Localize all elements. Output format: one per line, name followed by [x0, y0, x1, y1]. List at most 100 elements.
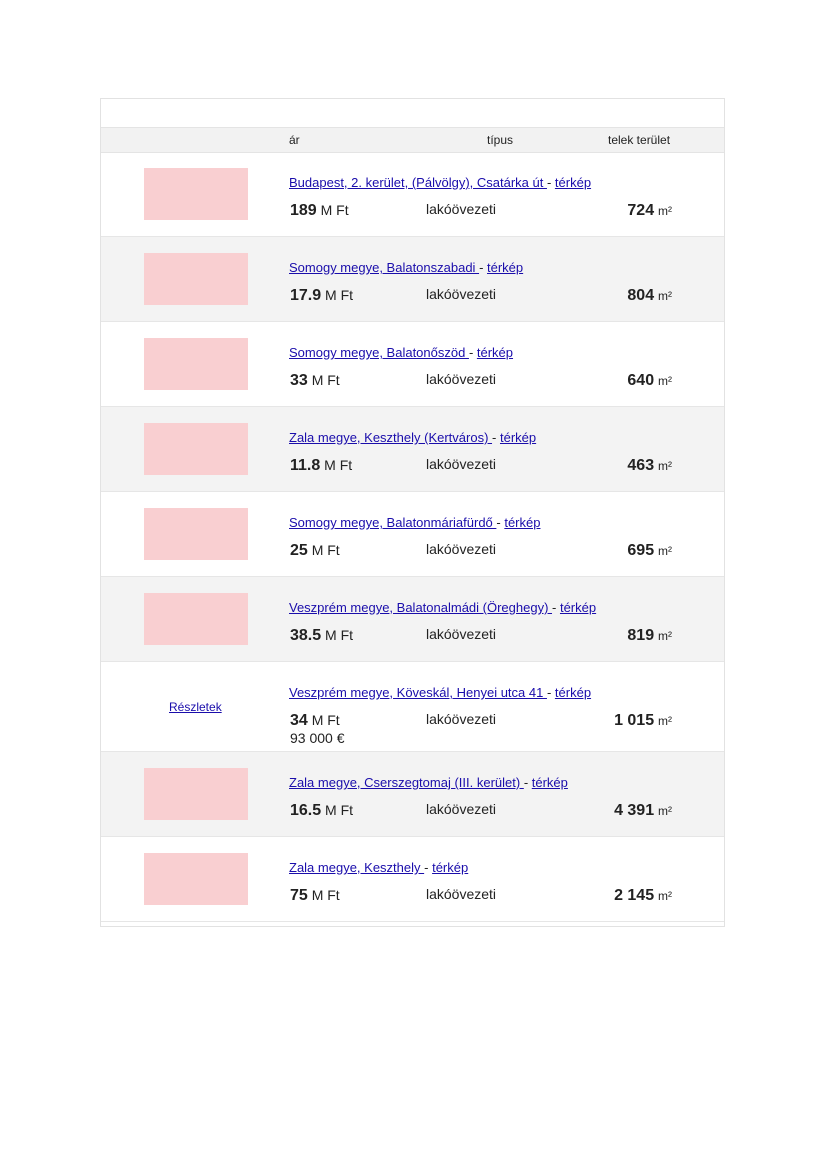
listing-area: 640 m² [627, 372, 672, 390]
details-link[interactable]: Részletek [169, 700, 222, 714]
price-unit: M Ft [311, 712, 340, 728]
header-type: típus [487, 133, 514, 147]
listing-type: lakóövezeti [426, 711, 497, 727]
area-unit: m² [658, 459, 672, 473]
listing-address: Zala megye, Cserszegtomaj (III. kerület)… [289, 775, 568, 790]
listing-price: 33 M Ft [290, 372, 340, 390]
area-unit: m² [658, 714, 672, 728]
price-unit: M Ft [311, 372, 340, 388]
price-value: 17.9 [290, 287, 322, 304]
address-link[interactable]: Zala megye, Cserszegtomaj (III. kerület) [289, 775, 524, 790]
listing-thumbnail[interactable] [144, 168, 248, 220]
table-row: Veszprém megye, Balatonalmádi (Öreghegy)… [101, 577, 724, 662]
area-value: 463 [627, 457, 655, 474]
listing-type: lakóövezeti [426, 286, 497, 302]
address-link[interactable]: Somogy megye, Balatonszabadi [289, 260, 480, 275]
area-unit: m² [658, 204, 672, 218]
price-value: 34 [290, 712, 308, 729]
listing-address: Somogy megye, Balatonőszöd - térkép [289, 345, 514, 360]
map-link[interactable]: térkép [554, 175, 592, 190]
listing-thumbnail[interactable] [144, 508, 248, 560]
listing-thumbnail[interactable] [144, 338, 248, 390]
table-row: Somogy megye, Balatonőszöd - térkép 33 M … [101, 322, 724, 407]
listing-price: 25 M Ft [290, 542, 340, 560]
price-unit: M Ft [320, 202, 349, 218]
listing-price: 16.5 M Ft [290, 802, 353, 820]
area-value: 4 391 [614, 802, 655, 819]
listing-address: Somogy megye, Balatonmáriafürdő - térkép [289, 515, 541, 530]
price-value: 16.5 [290, 802, 322, 819]
price-value: 38.5 [290, 627, 322, 644]
listing-address: Zala megye, Keszthely - térkép [289, 860, 469, 875]
map-link[interactable]: térkép [504, 515, 541, 530]
listing-thumbnail[interactable] [144, 853, 248, 905]
listing-price: 34 M Ft 93 000 € [290, 712, 345, 746]
listing-area: 2 145 m² [614, 887, 672, 905]
address-link[interactable]: Veszprém megye, Köveskál, Henyei utca 41 [289, 685, 547, 700]
listing-thumbnail[interactable] [144, 593, 248, 645]
map-link[interactable]: térkép [559, 600, 597, 615]
listing-area: 819 m² [627, 627, 672, 645]
listing-price: 189 M Ft [290, 202, 349, 220]
listing-type: lakóövezeti [426, 456, 497, 472]
address-link[interactable]: Somogy megye, Balatonőszöd [289, 345, 469, 360]
price-unit: M Ft [311, 542, 340, 558]
listing-type: lakóövezeti [426, 626, 497, 642]
area-value: 1 015 [614, 712, 655, 729]
map-link[interactable]: térkép [554, 685, 592, 700]
area-value: 724 [627, 202, 655, 219]
listing-thumbnail[interactable] [144, 423, 248, 475]
listing-address: Zala megye, Keszthely (Kertváros) - térk… [289, 430, 537, 445]
listing-type: lakóövezeti [426, 801, 497, 817]
map-link[interactable]: térkép [531, 775, 568, 790]
table-row: Zala megye, Cserszegtomaj (III. kerület)… [101, 752, 724, 837]
listing-type: lakóövezeti [426, 886, 497, 902]
address-link[interactable]: Somogy megye, Balatonmáriafürdő [289, 515, 497, 530]
area-value: 804 [627, 287, 655, 304]
area-value: 819 [627, 627, 655, 644]
listing-thumbnail[interactable] [144, 768, 248, 820]
listing-price: 17.9 M Ft [290, 287, 353, 305]
area-unit: m² [658, 544, 672, 558]
price-value: 189 [290, 202, 317, 219]
address-link[interactable]: Budapest, 2. kerület, (Pálvölgy), Csatár… [289, 175, 547, 190]
map-link[interactable]: térkép [487, 260, 524, 275]
header-area: telek terület [608, 133, 671, 147]
table-row: Zala megye, Keszthely - térkép 75 M Ft lak… [101, 837, 724, 922]
listing-address: Budapest, 2. kerület, (Pálvölgy), Csatár… [289, 175, 592, 190]
listing-price: 75 M Ft [290, 887, 340, 905]
table-row: Somogy megye, Balatonszabadi - térkép 17.… [101, 237, 724, 322]
map-link[interactable]: térkép [476, 345, 514, 360]
listing-type: lakóövezeti [426, 541, 497, 557]
area-unit: m² [658, 289, 672, 303]
area-unit: m² [658, 629, 672, 643]
listing-area: 695 m² [627, 542, 672, 560]
price-value: 33 [290, 372, 308, 389]
listing-price: 11.8 M Ft [290, 457, 352, 475]
map-link[interactable]: térkép [432, 860, 469, 875]
listings-table: ár típus telek terület Budapest, 2. kerü… [100, 98, 725, 927]
area-unit: m² [658, 804, 672, 818]
table-row: Budapest, 2. kerület, (Pálvölgy), Csatár… [101, 152, 724, 237]
table-row: Részletek Veszprém megye, Köveskál, Henye… [101, 662, 724, 752]
area-unit: m² [658, 374, 672, 388]
price-unit: M Ft [325, 627, 354, 643]
listing-thumbnail[interactable] [144, 253, 248, 305]
listing-area: 463 m² [627, 457, 672, 475]
address-link[interactable]: Zala megye, Keszthely (Kertváros) [289, 430, 493, 445]
price-unit: M Ft [324, 457, 353, 473]
table-row: Somogy megye, Balatonmáriafürdő - térkép… [101, 492, 724, 577]
area-value: 695 [627, 542, 655, 559]
table-header: ár típus telek terület [101, 127, 724, 153]
listing-area: 1 015 m² [614, 712, 672, 730]
address-link[interactable]: Zala megye, Keszthely [289, 860, 425, 875]
price-value: 75 [290, 887, 308, 904]
listing-area: 724 m² [627, 202, 672, 220]
area-value: 640 [627, 372, 655, 389]
listing-address: Veszprém megye, Balatonalmádi (Öreghegy)… [289, 600, 597, 615]
map-link[interactable]: térkép [499, 430, 537, 445]
price-unit: M Ft [311, 887, 340, 903]
price-value: 25 [290, 542, 308, 559]
listing-type: lakóövezeti [426, 371, 497, 387]
address-link[interactable]: Veszprém megye, Balatonalmádi (Öreghegy) [289, 600, 553, 615]
